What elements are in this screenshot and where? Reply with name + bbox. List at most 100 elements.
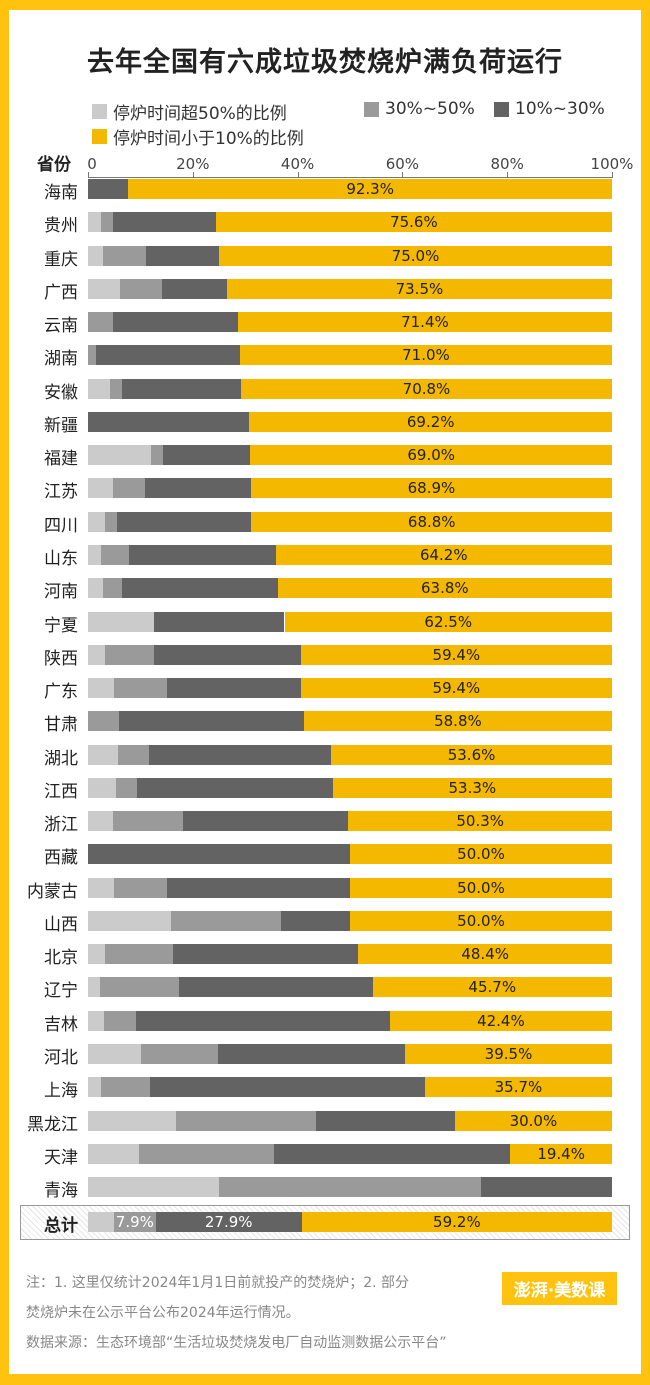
data-label: 63.8% [421,579,469,598]
data-label: 35.7% [494,1078,543,1097]
bar-segment-10-30 [281,910,350,931]
bar-segment-30-50 [88,345,96,366]
category-label: 江苏 [44,482,78,503]
bar-segment-30-50 [119,278,163,299]
data-label: 64.2% [419,545,468,564]
bar-segment-over-50 [88,1110,177,1131]
bar-segment-10-30 [217,1044,405,1065]
bar-segment-10-30 [129,544,276,565]
bar-segment-under-10 [358,944,612,965]
bar-segment-over-50 [88,478,114,499]
bar-segment-over-50 [88,511,106,532]
legend-swatch [364,101,379,117]
category-label: 辽宁 [44,981,78,1002]
bar-segment-10-30 [166,877,350,898]
total-label: 总计 [44,1216,78,1236]
bar-segment-10-30 [178,977,373,998]
data-label: 50.0% [457,845,505,864]
legend-swatch [92,129,107,144]
bar-segment-under-10 [405,1044,612,1065]
bar-segment-over-50 [88,245,103,266]
bar-segment-under-10 [215,212,612,233]
bar-segment-under-10 [241,378,612,399]
data-label: 39.5% [484,1045,533,1064]
bar-segment-over-50 [88,378,110,399]
bar-segment-10-30 [166,678,301,699]
bar-segment-30-50 [102,578,122,599]
bar-segment-10-30 [481,1177,612,1198]
legend-swatch [92,104,107,119]
data-label: 70.8% [402,379,451,398]
bar-segment-10-30 [162,278,227,299]
legend-item-10-30: 10%~30% [494,99,605,119]
bar-segment-30-50 [101,1077,151,1098]
bar-segment-10-30 [113,212,216,233]
bar-segment-10-30 [88,411,250,432]
bar-segment-10-30 [136,1010,390,1031]
bar-segment-30-50 [219,1177,481,1198]
bar-segment-over-50 [88,445,151,466]
bar-segment-30-50 [114,678,167,699]
bar-segment-under-10 [372,977,612,998]
category-label: 内蒙古 [27,881,78,902]
bar-segment-under-10 [350,844,612,865]
data-label: 59.2% [433,1213,481,1231]
bar-segment-under-10 [331,744,612,765]
category-label: 黑龙江 [27,1114,78,1135]
x-tick-label: 100% [590,155,634,173]
bar-segment-over-50 [88,1143,139,1164]
bar-segment-10-30 [118,711,304,732]
bar-segment-under-10 [251,511,612,532]
bar-segment-30-50 [110,378,122,399]
category-label: 安徽 [44,382,78,403]
bar-segment-10-30 [155,1212,302,1232]
category-label: 湖北 [44,748,78,769]
bar-segment-under-10 [510,1143,612,1164]
data-label: 62.5% [424,612,473,631]
bar-segment-10-30 [145,478,251,499]
category-label: 新疆 [44,415,78,436]
data-label: 30.0% [509,1111,558,1130]
legend-item-30-50: 30%~50% [364,99,475,119]
category-label: 浙江 [44,815,78,836]
bar-segment-10-30 [121,578,278,599]
category-label: 北京 [44,948,78,969]
bar-segment-10-30 [88,844,350,865]
category-label: 青海 [44,1181,78,1202]
data-label: 50.0% [457,878,505,897]
category-label: 陕西 [44,648,78,669]
bar-segment-under-10 [300,644,612,665]
category-label: 重庆 [44,249,78,270]
bar-segment-under-10 [226,278,612,299]
category-label: 山东 [44,548,78,569]
bar-segment-under-10 [300,678,612,699]
bar-segment-under-10 [237,312,612,333]
bar-segment-over-50 [88,544,102,565]
note-line-2: 焚烧炉未在公示平台公布2024年运行情况。 [26,1305,300,1321]
x-tick-mark [192,172,194,178]
source-note: 数据来源：生态环境部“生活垃圾焚烧发电厂自动监测数据公示平台” [26,1335,447,1351]
data-label: 19.4% [537,1144,585,1163]
category-label: 吉林 [44,1014,78,1035]
data-label: 45.7% [468,978,517,997]
bar-segment-10-30 [172,944,359,965]
bar-segment-over-50 [88,811,114,832]
bar-segment-10-30 [154,611,285,632]
bar-segment-10-30 [274,1143,511,1164]
bar-segment-10-30 [116,511,252,532]
bar-segment-30-50 [105,511,117,532]
bar-segment-30-50 [103,1010,137,1031]
bar-segment-30-50 [138,1143,274,1164]
bar-segment-over-50 [88,877,115,898]
x-tick-label: 80% [490,155,524,173]
bar-segment-30-50 [102,245,147,266]
category-label: 江西 [44,781,78,802]
bar-segment-under-10 [128,179,612,199]
bar-segment-30-50 [170,910,282,931]
bar-segment-10-30 [137,777,333,798]
bar-segment-30-50 [104,644,155,665]
x-tick-mark [402,172,404,178]
data-label: 53.6% [447,745,496,764]
data-label: 59.4% [432,645,481,664]
x-tick-mark [612,172,613,178]
